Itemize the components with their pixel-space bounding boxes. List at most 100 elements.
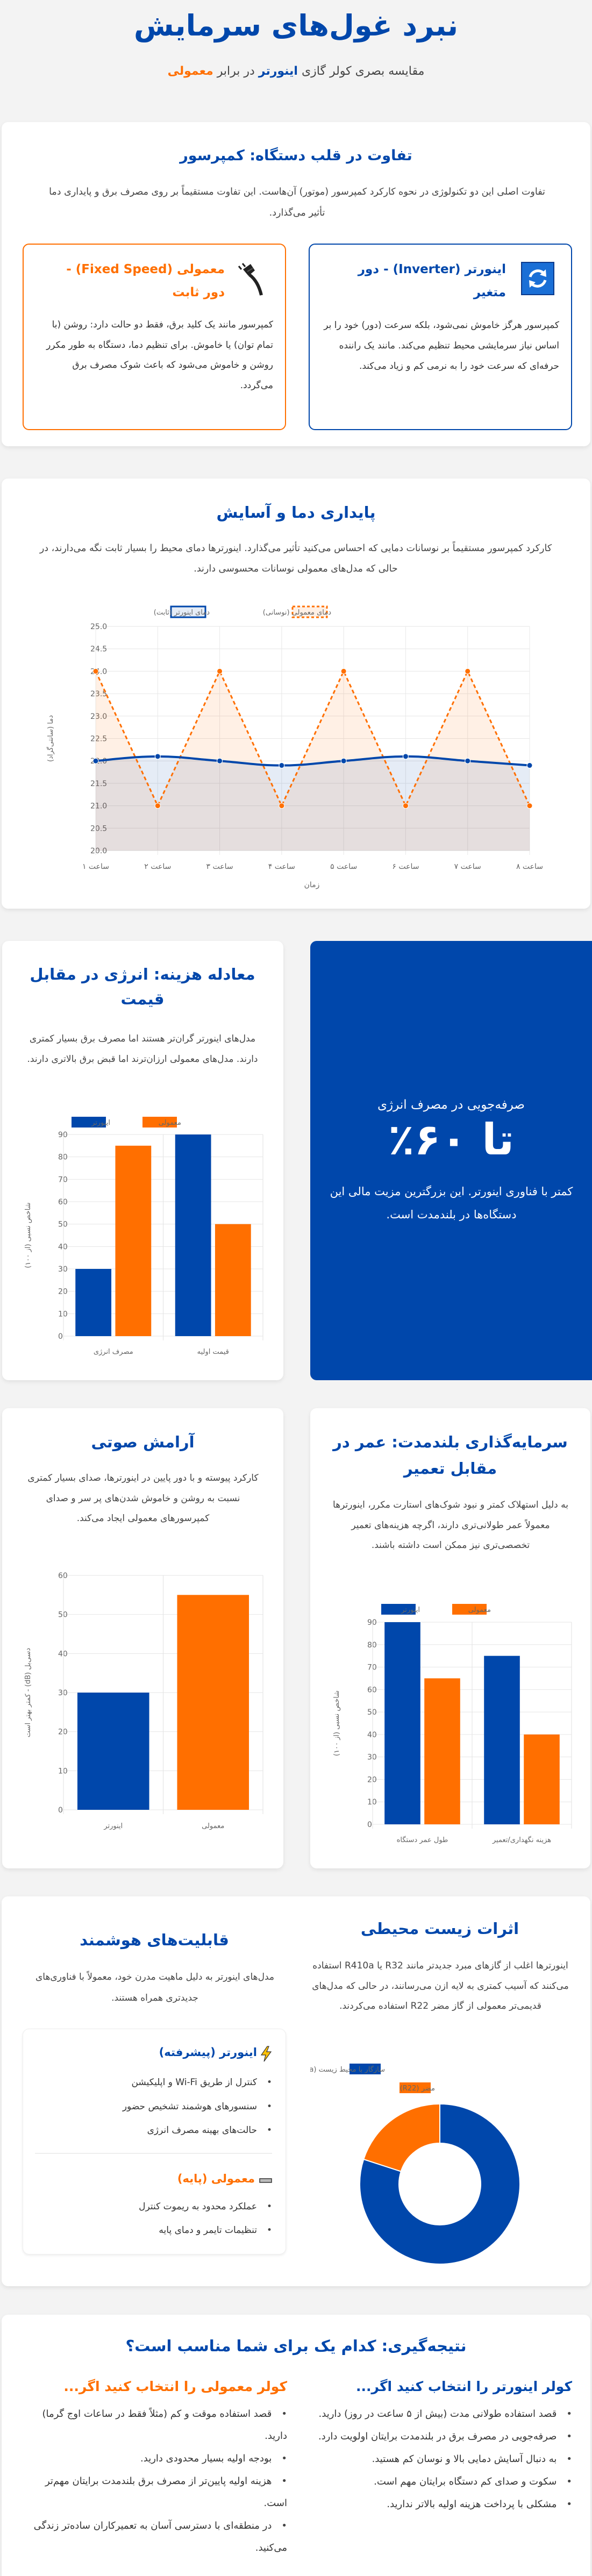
list-item: •قصد استفاده موقت و کم (مثلاً فقط در ساع… <box>22 2403 287 2447</box>
page-title: نبرد غول‌های سرمایش <box>133 9 459 42</box>
list-item: • به دنبال آسایش دمایی بالا و نوسان کم هس… <box>306 2448 572 2470</box>
list-item: • سکوت و صدای کم دستگاه برایتان مهم است. <box>306 2471 572 2493</box>
investment-text: به دلیل استهلاک کمتر و نبود شوک‌های استا… <box>333 1500 568 1551</box>
y-tick-label: 0 <box>367 1821 372 1829</box>
donut-slice <box>359 2103 520 2265</box>
y-axis-title: دما (سانتی‌گراد) <box>46 715 55 762</box>
y-tick-label: 60 <box>367 1686 377 1694</box>
data-point <box>340 668 347 674</box>
y-tick-label: 0 <box>58 1332 63 1341</box>
investment-title: سرمایه‌گذاری بلندمدت: عمر در مقابل تعمیر <box>333 1433 568 1478</box>
conclusion-card <box>2 2315 590 2576</box>
data-point <box>217 668 223 674</box>
y-tick-label: 20 <box>58 1728 68 1737</box>
y-tick-label: 70 <box>367 1664 377 1672</box>
subtitle-inverter: اینورتر <box>258 65 298 78</box>
y-tick-label: 30 <box>58 1689 68 1697</box>
series-area <box>96 671 530 851</box>
x-tick-label: قیمت اولیه <box>197 1348 229 1356</box>
y-tick-label: 20.0 <box>90 847 107 855</box>
x-tick-label: ساعت ۲ <box>144 862 171 871</box>
subtitle-text: در برابر <box>213 65 259 78</box>
noise-bar-chart: 0 10 20 30 40 50 60 دسی‌بل (dB) - کمتر بهتر است… <box>24 1572 263 1830</box>
bullet-icon: • <box>266 2125 272 2136</box>
y-tick-label: 0 <box>58 1806 63 1815</box>
bar <box>177 1595 249 1810</box>
y-tick-label: 50 <box>58 1611 68 1619</box>
donut-slice <box>363 2103 440 2172</box>
x-tick-label: ساعت ۷ <box>454 862 481 871</box>
x-tick-label: معمولی <box>202 1822 224 1830</box>
bar <box>424 1678 460 1824</box>
legend-label: اینورتر <box>91 1119 110 1127</box>
y-tick-label: 20.5 <box>90 824 107 833</box>
legend-swatch <box>350 2064 381 2074</box>
data-point <box>279 803 285 809</box>
x-tick-label: مصرف انرژی <box>94 1348 133 1356</box>
list-item: • صرفه‌جویی در مصرف برق در بلندمدت برایتا… <box>306 2425 572 2447</box>
conclusion-title: نتیجه‌گیری: کدام یک برای شما مناسب است؟ <box>125 2337 467 2355</box>
list-item: • سنسورهای هوشمند تشخیص حضور <box>38 2095 272 2119</box>
legend-label: اینورتر <box>401 1606 420 1614</box>
stability-title: پایداری دما و آسایش <box>216 503 376 522</box>
y-tick-label: 23.0 <box>90 712 107 721</box>
list-item-text: بودجه اولیه بسیار محدودی دارید. <box>140 2453 272 2464</box>
bullet-icon: • <box>566 2453 572 2465</box>
choose-inverter-title: کولر اینورتر را انتخاب کنید اگر... <box>355 2379 572 2394</box>
data-point <box>92 758 99 764</box>
y-tick-label: 10 <box>367 1798 377 1807</box>
list-item-text: تنظیمات تایمر و دمای پایه <box>159 2224 257 2236</box>
list-item: •هزینه اولیه پایین‌تر از مصرف برق بلندمد… <box>22 2470 287 2514</box>
bar <box>77 1693 149 1810</box>
list-item-text: قصد استفاده طولانی مدت (بیش از ۵ ساعت در… <box>318 2408 557 2420</box>
series-area <box>96 756 530 851</box>
bullet-icon: • <box>281 2475 287 2487</box>
stability-text: کارکرد کمپرسور مستقیماً بر نوسانات دمایی… <box>39 543 552 574</box>
bullet-icon: • <box>281 2408 287 2420</box>
y-tick-label: 30 <box>58 1265 68 1274</box>
legend-swatch <box>170 605 206 618</box>
divider <box>35 2153 272 2154</box>
cost-title: معادله هزینه: انرژی در مقابل قیمت <box>30 965 255 1008</box>
y-tick-label: 40 <box>367 1731 377 1739</box>
data-point <box>526 803 533 809</box>
savings-value: تا ۶۰٪ <box>388 1115 515 1165</box>
list-item: • بودجه اولیه بسیار محدودی دارید. <box>22 2447 287 2470</box>
y-tick-label: 80 <box>58 1153 68 1162</box>
inverter-box-title: اینورتر (Inverter) - دور متغیر <box>358 262 506 299</box>
smart-inverter-heading: اینورتر (پیشرفته) <box>43 2043 272 2063</box>
x-axis-title: زمان <box>304 881 320 889</box>
y-tick-label: 70 <box>58 1175 68 1184</box>
savings-text: کمتر با فناوری اینورتر. این بزرگترین مزی… <box>330 1185 573 1221</box>
bar <box>175 1134 211 1336</box>
choose-normal-title: کولر معمولی را انتخاب کنید اگر... <box>63 2379 287 2394</box>
savings-label: صرفه‌جویی در مصرف انرژی <box>377 1098 525 1112</box>
x-tick-label: ساعت ۴ <box>268 862 295 871</box>
compressor-title: تفاوت در قلب دستگاه: کمپرسور <box>180 147 412 164</box>
legend-swatch <box>291 605 328 618</box>
legend-label: دمای معمولی (نوسانی) <box>263 609 331 617</box>
y-tick-label: 40 <box>58 1650 68 1658</box>
bullet-icon: • <box>266 2077 272 2088</box>
list-item: • کنترل از طریق Wi-Fi و اپلیکیشن <box>38 2071 272 2095</box>
y-tick-label: 22.5 <box>90 735 107 744</box>
data-point <box>340 758 347 764</box>
legend-label: سازگار با محیط زیست (R32/R410a) <box>310 2065 385 2074</box>
list-item-text: عملکرد محدود به ریموت کنترل <box>139 2201 257 2212</box>
y-axis-title: شاخص نسبی (از ۱۰۰) <box>24 1202 32 1268</box>
temperature-line-chart: 20.020.521.021.522.022.523.023.524.024.5… <box>46 605 543 889</box>
y-tick-label: 60 <box>58 1572 68 1580</box>
data-point <box>217 758 223 764</box>
normal-box-text: کمپرسور مانند یک کلید برق، فقط دو حالت د… <box>46 319 273 391</box>
x-tick-label: هزینه نگهداری/تعمیر <box>492 1836 551 1844</box>
legend-label: مضر (R22) <box>400 2085 435 2093</box>
list-item-text: قصد استفاده موقت و کم (مثلاً فقط در ساعا… <box>42 2408 287 2442</box>
bar <box>524 1734 560 1824</box>
page-subtitle: مقایسه بصری کولر گازی اینورتر در برابر م… <box>0 62 592 81</box>
subtitle-normal: معمولی <box>167 65 213 78</box>
data-point <box>154 803 161 809</box>
smart-text: مدل‌های اینورتر به دلیل ماهیت مدرن خود، … <box>35 1972 275 2003</box>
list-item-text: سنسورهای هوشمند تشخیص حضور <box>122 2101 257 2112</box>
cost-bar-chart: 0 10 20 30 40 50 60 70 80 90 شاخص نسبی (از ۱۰۰) مصر… <box>24 1117 263 1356</box>
y-tick-label: 25.0 <box>90 623 107 631</box>
